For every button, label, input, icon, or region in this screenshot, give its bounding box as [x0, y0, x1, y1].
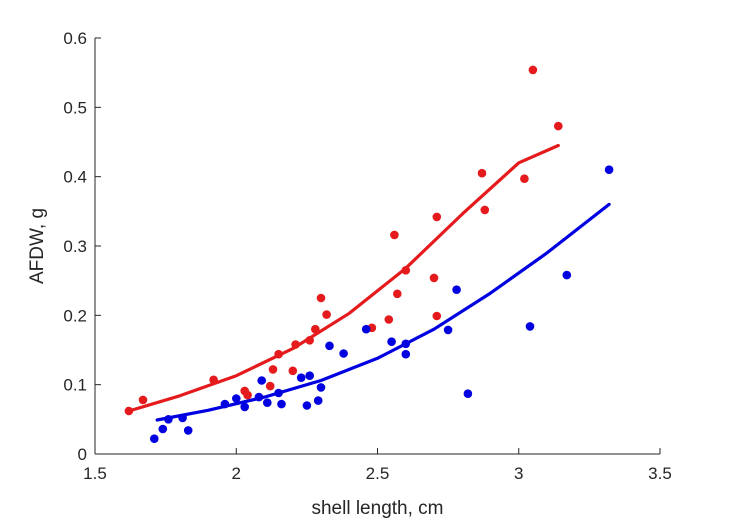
data-point-series-2: [183, 426, 193, 435]
data-points: [124, 65, 614, 444]
y-tick-label: 0.5: [63, 98, 87, 117]
data-point-series-1: [554, 121, 563, 131]
axes: [94, 37, 661, 455]
data-point-series-2: [158, 424, 168, 434]
data-point-series-2: [401, 349, 411, 359]
x-axis-label: shell length, cm: [311, 498, 443, 519]
data-point-series-2: [150, 434, 159, 444]
x-tick-label: 3.5: [648, 464, 672, 483]
data-point-series-1: [477, 168, 487, 178]
fit-curve-1: [127, 143, 560, 413]
data-point-series-2: [463, 389, 473, 399]
data-point-series-2: [296, 373, 306, 383]
y-tick-label: 0.2: [63, 306, 87, 325]
data-point-series-2: [525, 322, 535, 331]
data-point-series-2: [316, 383, 326, 392]
data-point-series-2: [361, 324, 371, 334]
data-point-series-1: [520, 174, 529, 183]
y-tick-label: 0.6: [63, 29, 87, 48]
data-point-series-1: [311, 324, 320, 334]
data-point-series-2: [263, 398, 272, 408]
data-point-series-1: [390, 230, 399, 240]
data-point-series-2: [178, 413, 187, 423]
data-point-series-2: [604, 165, 614, 174]
y-tick-label: 0.1: [63, 376, 87, 395]
y-tick-label: 0.4: [63, 168, 87, 187]
data-point-series-1: [209, 375, 218, 385]
data-point-series-1: [265, 381, 275, 391]
data-point-series-1: [480, 205, 490, 215]
y-tick-label: 0: [78, 445, 87, 464]
data-point-series-1: [138, 395, 148, 405]
data-point-series-2: [387, 337, 396, 347]
data-point-series-2: [277, 399, 286, 409]
data-point-series-2: [313, 396, 323, 405]
data-point-series-1: [432, 212, 442, 222]
data-point-series-2: [443, 325, 453, 335]
data-point-series-2: [254, 392, 264, 402]
x-tick-label: 3: [514, 464, 523, 483]
data-point-series-1: [243, 390, 252, 400]
data-point-series-2: [232, 394, 241, 403]
data-point-series-2: [305, 371, 315, 381]
data-point-series-1: [305, 336, 315, 345]
data-point-series-2: [302, 401, 312, 410]
data-point-series-2: [240, 402, 249, 412]
data-point-series-2: [325, 341, 334, 351]
data-point-series-1: [291, 340, 300, 349]
data-point-series-1: [429, 273, 439, 283]
data-point-series-1: [432, 311, 442, 321]
y-axis-label: AFDW, g: [27, 208, 48, 284]
data-point-series-2: [220, 399, 230, 409]
data-point-series-2: [401, 339, 411, 349]
data-point-series-1: [316, 293, 326, 303]
data-point-series-1: [401, 266, 411, 275]
data-point-series-1: [288, 366, 298, 376]
data-point-series-1: [322, 310, 331, 319]
data-point-series-1: [274, 349, 283, 359]
x-tick-label: 2: [232, 464, 241, 483]
data-point-series-1: [268, 365, 278, 374]
data-point-series-1: [528, 65, 538, 75]
x-tick-label: 2.5: [366, 464, 390, 483]
data-point-series-1: [124, 406, 134, 416]
y-tick-label: 0.3: [63, 237, 87, 256]
data-point-series-2: [164, 415, 173, 424]
data-point-series-2: [562, 270, 572, 280]
data-point-series-2: [339, 349, 348, 358]
data-point-series-2: [274, 388, 283, 398]
data-point-series-1: [393, 289, 402, 299]
data-point-series-2: [257, 376, 267, 385]
x-tick-label: 1.5: [83, 464, 107, 483]
data-point-series-2: [452, 285, 461, 295]
tick-labels: 1.5 2 2.5 3 3.5 0 0.1 0.2 0.3 0.4 0.5 0.6: [63, 29, 671, 483]
data-point-series-1: [384, 315, 394, 324]
